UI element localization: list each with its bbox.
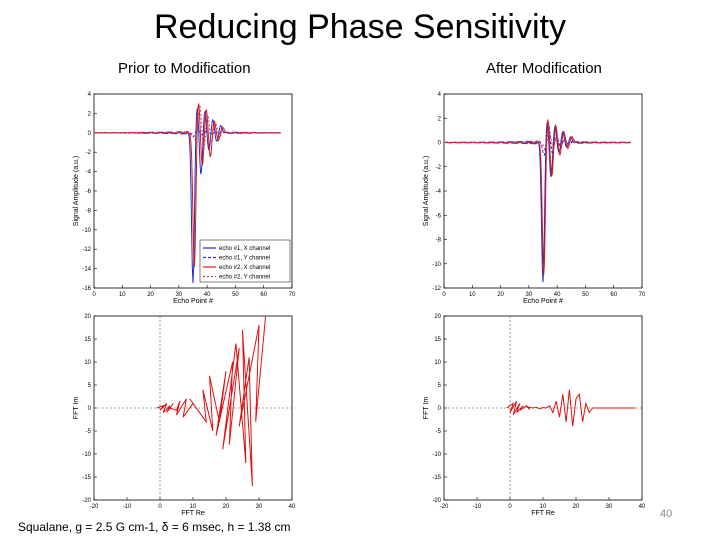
y-tick-label: -4 bbox=[86, 170, 92, 176]
y-tick-label: 5 bbox=[438, 383, 442, 389]
y-tick-label: 0 bbox=[88, 406, 92, 412]
legend-label: echo #1, X channel bbox=[219, 246, 270, 252]
x-tick-label: 10 bbox=[190, 504, 197, 510]
footer-caption: Squalane, g = 2.5 G cm-1, δ = 6 msec, h … bbox=[18, 520, 291, 534]
x-tick-label: 60 bbox=[260, 292, 267, 298]
x-tick-label: 30 bbox=[606, 504, 613, 510]
x-tick-label: -20 bbox=[440, 504, 449, 510]
x-tick-label: 60 bbox=[610, 292, 617, 298]
x-tick-label: 20 bbox=[573, 504, 580, 510]
x-tick-label: 30 bbox=[176, 292, 183, 298]
echo-before-chart: 0 10 20 30 40 50 60 70420-2-4-6-8-10-12-14-16Ec… bbox=[73, 92, 296, 305]
y-axis-label: FFT Im bbox=[423, 397, 430, 420]
y-tick-label: -2 bbox=[86, 150, 92, 156]
series-line-2 bbox=[444, 123, 631, 156]
y-tick-label: -20 bbox=[82, 498, 91, 504]
y-tick-label: 4 bbox=[438, 92, 442, 98]
y-tick-label: 0 bbox=[438, 406, 442, 412]
x-axis-label: FFT Re bbox=[181, 510, 205, 517]
x-tick-label: 50 bbox=[582, 292, 589, 298]
legend-label: echo #2, X channel bbox=[219, 265, 270, 271]
x-tick-label: -10 bbox=[473, 504, 482, 510]
x-tick-label: -20 bbox=[90, 504, 99, 510]
legend-box bbox=[199, 239, 291, 283]
y-tick-label: -16 bbox=[82, 286, 91, 292]
y-tick-label: 10 bbox=[434, 360, 441, 366]
x-tick-label: 40 bbox=[639, 504, 646, 510]
left-panel-heading: Prior to Modification bbox=[118, 60, 251, 77]
y-tick-label: 10 bbox=[84, 360, 91, 366]
y-tick-label: 15 bbox=[84, 337, 91, 343]
x-tick-label: 20 bbox=[497, 292, 504, 298]
x-tick-label: 10 bbox=[119, 292, 126, 298]
y-tick-label: 20 bbox=[84, 314, 91, 320]
x-tick-label: 0 bbox=[442, 292, 446, 298]
page-number: 40 bbox=[660, 508, 673, 520]
y-tick-label: 0 bbox=[438, 141, 442, 147]
y-tick-label: -10 bbox=[82, 452, 91, 458]
fft-before-chart: -20 -10 0 10 20 30 40 20 15 10 5 0 -5 -10 -15 -20 FFT Re… bbox=[73, 314, 296, 517]
y-axis-label: FFT Im bbox=[73, 397, 80, 420]
y-tick-label: -12 bbox=[432, 286, 441, 292]
x-tick-label: 10 bbox=[469, 292, 476, 298]
y-tick-label: -14 bbox=[82, 267, 91, 273]
x-tick-label: 30 bbox=[256, 504, 263, 510]
x-tick-label: 30 bbox=[526, 292, 533, 298]
y-tick-label: 4 bbox=[88, 92, 92, 98]
right-panel-heading: After Modification bbox=[486, 60, 602, 77]
y-tick-label: 15 bbox=[434, 337, 441, 343]
y-tick-label: 0 bbox=[88, 131, 92, 137]
y-tick-label: -6 bbox=[86, 189, 92, 195]
series-line-1 bbox=[443, 122, 631, 283]
y-tick-label: -10 bbox=[432, 262, 441, 268]
y-tick-label: 2 bbox=[438, 116, 442, 122]
y-axis-label: Signal Amplitude (a.u.) bbox=[73, 156, 80, 226]
y-tick-label: -8 bbox=[86, 208, 92, 214]
y-tick-label: 2 bbox=[88, 111, 92, 117]
x-tick-label: 20 bbox=[223, 504, 230, 510]
y-tick-label: -4 bbox=[436, 189, 442, 195]
x-axis-label: Echo Point # bbox=[173, 298, 213, 305]
y-axis-label: Signal Amplitude (a.u.) bbox=[423, 156, 430, 226]
y-tick-label: -20 bbox=[432, 498, 441, 504]
fft-trace bbox=[506, 389, 636, 427]
series-line-3 bbox=[444, 119, 631, 275]
y-tick-label: -5 bbox=[436, 429, 442, 435]
y-tick-label: -10 bbox=[82, 228, 91, 234]
x-axis-label: Echo Point # bbox=[523, 298, 563, 305]
fft-trace bbox=[156, 315, 267, 487]
x-tick-label: 10 bbox=[540, 504, 547, 510]
x-tick-label: 70 bbox=[639, 292, 646, 298]
series-line-4 bbox=[444, 128, 631, 152]
y-tick-label: -12 bbox=[82, 247, 91, 253]
x-tick-label: 0 bbox=[508, 504, 512, 510]
x-tick-label: 70 bbox=[289, 292, 296, 298]
y-tick-label: 20 bbox=[434, 314, 441, 320]
x-tick-label: 40 bbox=[204, 292, 211, 298]
slide-title: Reducing Phase Sensitivity bbox=[153, 8, 566, 46]
legend-label: echo #2, Y channel bbox=[219, 275, 270, 281]
y-tick-label: 5 bbox=[88, 383, 92, 389]
y-tick-label: -10 bbox=[432, 452, 441, 458]
y-tick-label: -15 bbox=[432, 475, 441, 481]
x-tick-label: 0 bbox=[92, 292, 96, 298]
x-tick-label: 50 bbox=[232, 292, 239, 298]
legend-label: echo #1, Y channel bbox=[219, 256, 270, 262]
fft-after-chart: -20 -10 0 10 20 30 40 20 15 10 5 0 -5 -10 -15 -20 FFT Re… bbox=[423, 314, 646, 517]
x-axis-label: FFT Re bbox=[531, 510, 555, 517]
y-tick-label: -6 bbox=[436, 213, 442, 219]
x-tick-label: 20 bbox=[147, 292, 154, 298]
y-tick-label: -15 bbox=[82, 475, 91, 481]
y-tick-label: -5 bbox=[86, 429, 92, 435]
y-tick-label: -2 bbox=[436, 165, 442, 171]
y-tick-label: -8 bbox=[436, 238, 442, 244]
x-tick-label: 0 bbox=[158, 504, 162, 510]
x-tick-label: 40 bbox=[289, 504, 296, 510]
x-tick-label: 40 bbox=[554, 292, 561, 298]
x-tick-label: -10 bbox=[123, 504, 132, 510]
series-line-4 bbox=[94, 105, 281, 152]
